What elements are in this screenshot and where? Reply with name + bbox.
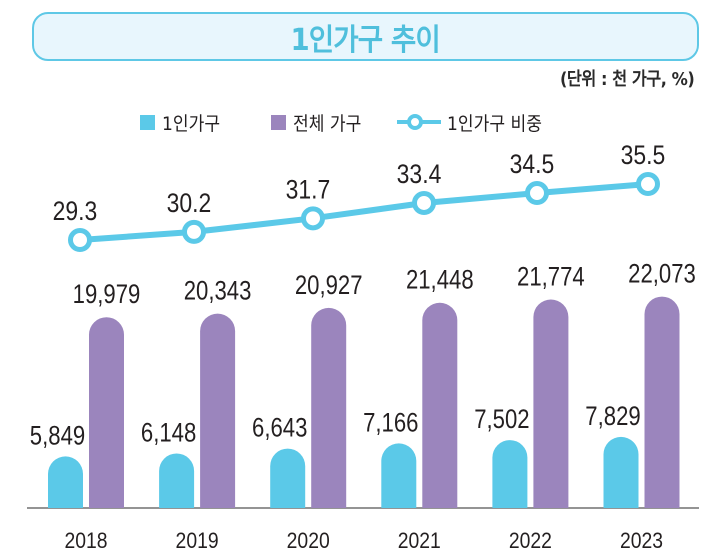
legend-item-share: 1인가구 비중 [396,109,553,136]
share-marker [68,228,92,252]
share-marker [182,219,206,244]
unit-note: (단위 : 천 가구, %) [559,69,695,90]
share-marker [412,190,436,215]
x-tick-label: 2020 [287,529,330,553]
chart-title: 1인가구 추이 [290,22,441,58]
legend-label: 1인가구 비중 [446,112,542,135]
data-label-share: 29.3 [53,196,98,226]
data-label-share: 33.4 [397,159,442,189]
share-marker [525,181,549,206]
data-label-share: 35.5 [621,140,666,170]
share-marker [301,206,325,231]
bar-single-households [603,436,639,508]
data-label-share: 31.7 [286,175,331,205]
bar-total-households [89,317,124,508]
data-label-single-households: 7,829 [585,402,640,432]
legend-item-total-households: 전체 가구 [270,109,369,136]
line-marker-icon [396,114,441,130]
x-tick-label: 2021 [398,529,441,553]
bar-total-households [311,307,347,508]
bar-total-households [422,302,458,508]
data-label-single-households: 7,166 [363,408,418,438]
bar-single-households [159,453,195,508]
share-line [79,181,649,243]
bar-total-households [200,313,236,508]
legend-swatch-single-households [140,114,155,130]
legend-label: 전체 가구 [292,112,361,135]
bar-single-households [381,443,417,508]
bar-single-households [270,448,306,508]
data-label-single-households: 5,849 [30,421,85,451]
legend-item-single-households: 1인가구 [140,109,227,136]
data-label-single-households: 6,148 [141,418,196,448]
data-label-total-households: 19,979 [73,280,141,310]
legend-label: 1인가구 [162,112,221,135]
data-label-total-households: 20,343 [184,277,252,307]
x-tick-label: 2023 [620,529,663,553]
chart-title-box: 1인가구 추이 [32,12,699,61]
x-tick-labels: 2018 2019 2020 2021 2022 2023 [64,529,663,553]
share-marker [636,172,660,197]
data-label-share: 30.2 [167,188,212,218]
data-label-single-households: 6,643 [252,414,307,444]
bar-total-households [644,296,680,508]
share-line-group [68,172,660,252]
x-tick-label: 2019 [176,529,219,553]
data-label-share: 34.5 [510,149,555,179]
legend: 1인가구 전체 가구 1인가구 비중 [140,109,582,135]
data-label-group: 5,849 19,979 6,148 20,343 6,643 20,927 7,166 21… [30,140,696,451]
x-tick-label: 2022 [509,529,552,553]
bar-group [48,296,680,508]
data-label-total-households: 20,927 [295,271,363,301]
bar-total-households [533,299,569,508]
data-label-total-households: 22,073 [628,260,696,290]
bar-single-households [48,456,83,508]
data-label-total-households: 21,448 [406,266,474,296]
bar-single-households [492,440,528,508]
x-tick-label: 2018 [64,529,107,553]
data-label-total-households: 21,774 [517,263,585,293]
legend-swatch-total-households [270,114,286,130]
data-label-single-households: 7,502 [474,405,529,435]
